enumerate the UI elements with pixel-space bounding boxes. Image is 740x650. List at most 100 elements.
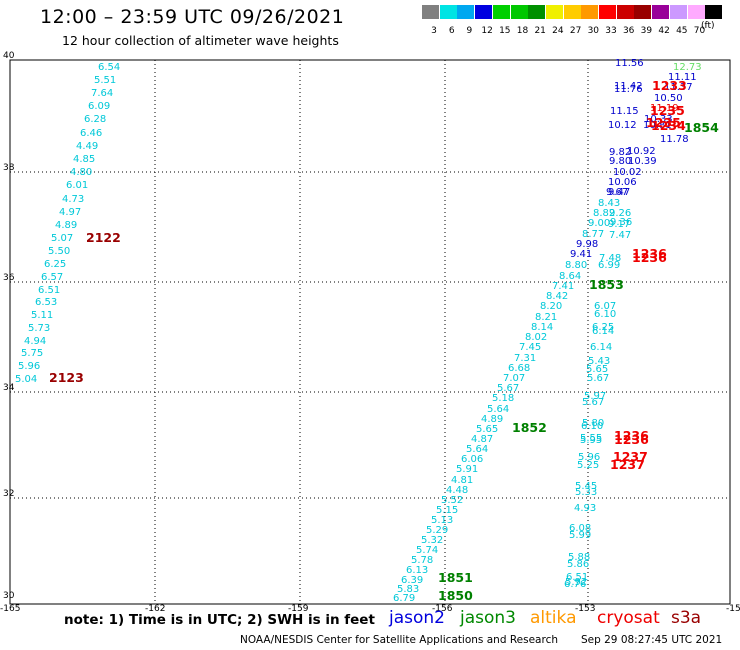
map-subtitle: 12 hour collection of altimeter wave hei… [62,33,339,48]
wave-height-value: 6.01 [66,180,88,191]
wave-height-value: 10.12 [608,120,637,131]
longitude-label: -162 [145,604,165,614]
scale-swatch [510,5,528,19]
wave-height-value: 6.39 [401,575,423,586]
wave-height-value: 7.64 [91,88,113,99]
wave-height-value: 5.96 [578,452,600,463]
map-border [9,59,731,605]
wave-height-value: 5.67 [497,383,519,394]
wave-height-value: 5.25 [577,460,599,471]
wave-height-labels: 6.54 5.51 7.64 6.09 6.28 6.46 4.49 4.85 4.80 6.01… [15,58,702,604]
wave-height-value: 9.67 [606,187,628,198]
wave-height-value: 6.53 [35,297,57,308]
scale-label: 45 [676,26,688,36]
scale-label: 42 [658,26,670,36]
latitude-label: 36 [3,273,15,283]
wave-height-value: 5.29 [426,525,448,536]
wave-height-value: 6.51 [38,285,60,296]
wave-height-value: 8.80 [565,260,587,271]
wave-height-value: 7.41 [552,281,574,292]
wave-height-value: 5.18 [492,393,514,404]
scale-swatch [581,5,599,19]
wave-height-value: 6.76 [564,579,586,590]
wave-height-value: 6.09 [88,101,110,112]
wave-height-value: 5.99 [569,530,591,541]
wave-height-value: 4.48 [446,485,468,496]
pass-time-label: 1236 [632,246,667,261]
scale-label: 6 [448,26,455,36]
wave-height-value: 5.97 [584,391,606,402]
satellite-legend-s3a: s3a [671,608,702,628]
wave-height-value: 5.78 [411,555,433,566]
map-title: 12:00 – 23:59 UTC 09/26/2021 [40,6,345,28]
pass-time-label: 1854 [684,120,719,135]
wave-height-value: 4.73 [62,194,84,205]
wave-height-value: 9.36 [610,217,632,228]
latitude-label: 34 [3,383,15,393]
scale-swatch [475,5,493,19]
scale-swatch [652,5,670,19]
scale-label: 27 [569,26,582,36]
wave-height-value: 5.88 [568,552,590,563]
wave-height-value: 5.64 [466,444,488,455]
scale-label: 9 [466,26,473,36]
wave-height-value: 10.02 [613,167,642,178]
wave-height-value: 11.42 [614,81,643,92]
wave-height-value: 6.54 [98,62,120,73]
wave-height-value: 5.95 [580,435,602,446]
generation-timestamp: Sep 29 08:27:45 UTC 2021 [581,634,723,646]
wave-height-value: 4.89 [55,220,77,231]
wave-height-value: 11.15 [610,106,639,117]
wave-height-value: 4.85 [73,154,95,165]
wave-height-value: 6.06 [461,454,483,465]
scale-label: 3 [431,26,437,36]
wave-height-value: 8.64 [559,271,581,282]
wave-height-value: 9.47 [608,187,630,198]
longitude-label: -159 [288,604,309,614]
wave-height-value: 5.50 [48,246,70,257]
wave-height-value: 5.75 [21,348,43,359]
wave-height-value: 5.11 [31,310,53,321]
scale-swatch [545,5,563,19]
wave-height-value: 5.33 [575,487,597,498]
lat-lon-grid [10,60,730,604]
wave-height-value: 6.10 [581,421,603,432]
scale-swatch [492,5,510,19]
wave-height-value: 11.56 [615,58,644,69]
wave-height-value: 7.47 [609,230,631,241]
scale-label: 24 [552,26,564,36]
pass-time-label: 2123 [49,370,84,385]
wave-height-value: 9.00 [588,218,610,229]
wave-height-value: 8.02 [525,332,547,343]
pass-time-label: 1853 [589,277,624,292]
wave-height-value: 8.82 [593,208,615,219]
wave-height-value: 8.42 [546,291,568,302]
wave-height-value: 4.87 [471,434,493,445]
wave-height-value: 4.80 [70,167,92,178]
latitude-label: 30 [3,591,15,601]
wave-height-value: 5.32 [421,535,443,546]
wave-height-value: 6.51 [566,572,588,583]
wave-height-value: 8.43 [598,198,620,209]
pass-time-label: 1236 [632,250,667,265]
wave-height-value: 6.25 [44,259,66,270]
wave-height-value: 6.79 [393,593,415,604]
wave-height-value: 9.17 [608,219,630,230]
latitude-label: 38 [3,163,15,173]
wave-height-value: 9.98 [576,239,598,250]
scale-label: 15 [499,26,511,36]
wave-height-value: 9.82 [609,147,631,158]
wave-height-value: 4.81 [451,475,473,486]
wave-height-value: 5.45 [575,481,597,492]
wave-height-value: 4.49 [76,141,98,152]
pass-time-label: 1235 [646,115,681,130]
wave-height-value: 5.55 [580,433,602,444]
wave-height-value: 6.13 [406,565,428,576]
wave-height-value: 5.92 [565,577,587,588]
wave-height-value: 8.21 [535,312,557,323]
wave-height-value: 5.52 [441,495,463,506]
wave-height-value: 5.43 [588,356,610,367]
scale-swatch [687,5,705,19]
pass-time-label: 1237 [610,457,645,472]
scale-swatch [439,5,457,19]
